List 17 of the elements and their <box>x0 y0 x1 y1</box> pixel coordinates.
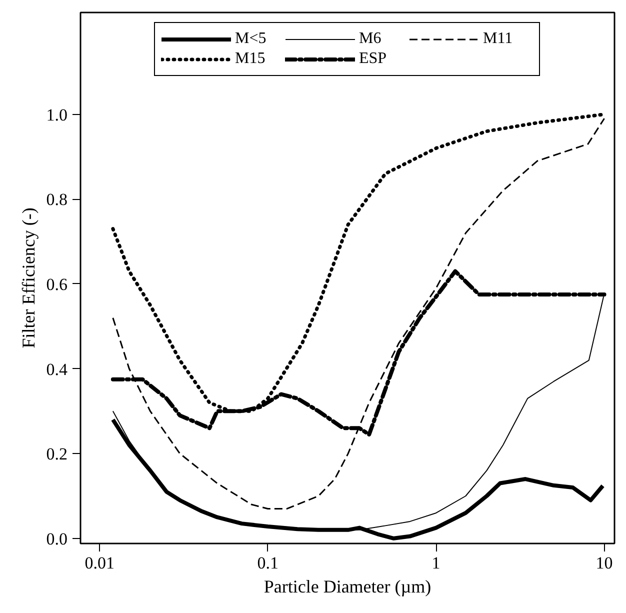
legend-label: M11 <box>483 30 514 48</box>
legend-label: ESP <box>359 50 388 68</box>
y-tick-label: 0.8 <box>46 190 68 210</box>
y-axis-title: Filter Efficiency (-) <box>18 208 38 348</box>
y-tick-label: 0.6 <box>46 274 68 294</box>
x-tick-label: 0.01 <box>84 554 114 572</box>
y-tick-label: 0.4 <box>46 360 68 379</box>
x-tick-label: 1 <box>432 554 440 572</box>
y-tick-label: 0.2 <box>46 444 68 464</box>
x-axis-title: Particle Diameter (µm) <box>264 576 432 596</box>
x-tick-label: 0.1 <box>257 554 278 572</box>
y-tick-label: 1.0 <box>46 105 68 124</box>
y-tick-label: 0.0 <box>46 529 68 548</box>
x-tick-label: 10 <box>596 554 613 572</box>
legend-label: M<5 <box>235 30 268 48</box>
legend-label: M6 <box>359 30 382 48</box>
legend-label: M15 <box>235 50 266 68</box>
